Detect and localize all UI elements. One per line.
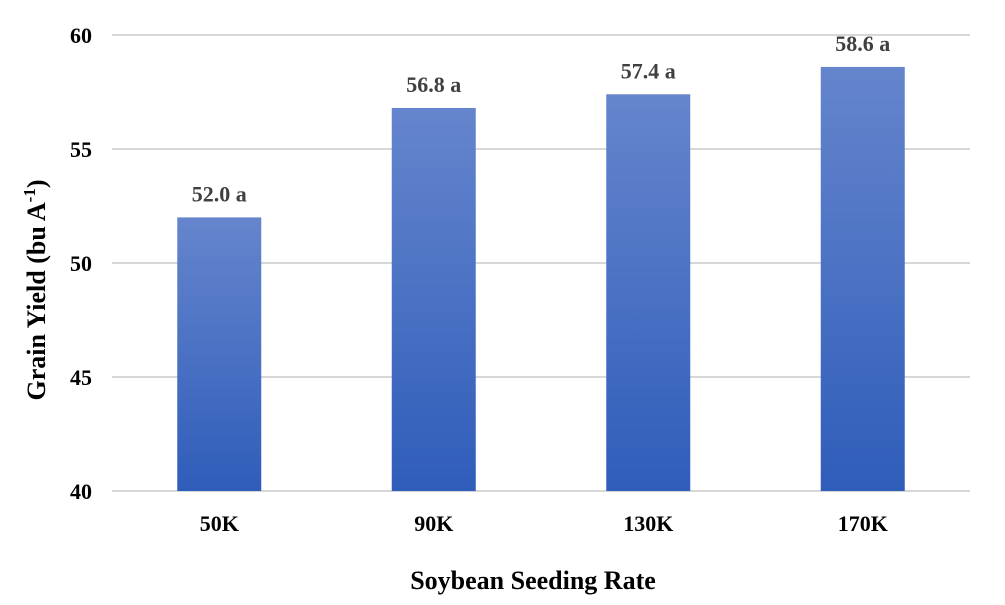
data-label: 58.6 a xyxy=(835,31,890,56)
x-tick-label: 130K xyxy=(623,511,673,536)
y-tick-label: 55 xyxy=(70,137,92,162)
x-tick-label: 50K xyxy=(200,511,239,536)
y-axis-title-superscript: -1 xyxy=(20,188,39,202)
bars xyxy=(177,66,905,492)
bar-50K xyxy=(177,217,262,491)
y-axis-title: Grain Yield (bu A-1) xyxy=(20,179,51,400)
data-label: 52.0 a xyxy=(192,181,247,206)
bar-90K xyxy=(391,107,476,492)
y-axis-title-main: Grain Yield (bu A xyxy=(22,202,51,400)
x-axis-ticks: 50K 90K 130K 170K xyxy=(200,511,888,536)
y-axis-ticks: 40 45 50 55 60 xyxy=(70,23,92,504)
y-tick-label: 40 xyxy=(70,479,92,504)
y-axis-title-close: ) xyxy=(22,179,51,188)
y-tick-label: 50 xyxy=(70,251,92,276)
bar-170K xyxy=(820,66,905,492)
y-tick-label: 45 xyxy=(70,365,92,390)
x-axis-title: Soybean Seeding Rate xyxy=(410,566,656,595)
bar-130K xyxy=(606,94,691,491)
y-tick-label: 60 xyxy=(70,23,92,48)
x-tick-label: 170K xyxy=(838,511,888,536)
x-tick-label: 90K xyxy=(414,511,453,536)
data-label: 56.8 a xyxy=(406,72,461,97)
data-labels: 52.0 a 56.8 a 57.4 a 58.6 a xyxy=(192,31,891,206)
data-label: 57.4 a xyxy=(621,58,676,83)
